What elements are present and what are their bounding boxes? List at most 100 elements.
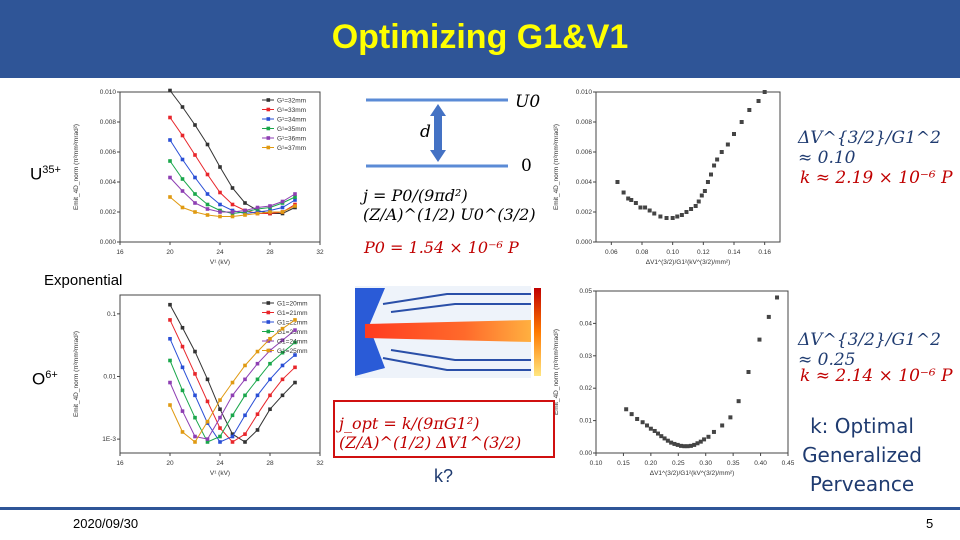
data-point: [193, 440, 197, 444]
y-tick-label: 0.01: [579, 418, 592, 425]
plot-frame: [595, 91, 781, 243]
scatter-point: [695, 441, 700, 446]
data-point: [293, 380, 297, 385]
gap-arrow-icon: [430, 104, 446, 162]
data-point: [243, 213, 247, 217]
y-tick-label: 0.010: [100, 89, 117, 96]
data-point: [218, 214, 222, 219]
data-point: [205, 207, 210, 211]
legend-label: G1=22mm: [277, 319, 308, 326]
data-point: [168, 403, 172, 407]
data-point: [268, 393, 272, 398]
data-point: [255, 393, 260, 398]
data-point: [280, 393, 285, 398]
k-u: k ≈ 2.19 × 10⁻⁶ P: [800, 168, 953, 188]
data-point: [243, 208, 247, 213]
scatter-point: [672, 441, 677, 446]
data-point: [180, 365, 185, 370]
scatter-point: [664, 216, 669, 220]
data-point: [218, 434, 222, 439]
scatter-point: [762, 90, 767, 94]
data-point: [168, 88, 172, 93]
scatter-point: [658, 214, 663, 219]
scatter-point: [652, 428, 657, 433]
y-tick-label: 0.03: [579, 353, 592, 360]
y-tick-label: 0.04: [579, 320, 592, 327]
ion-u-base: U: [30, 164, 43, 184]
y-tick-label: 0.000: [100, 239, 117, 246]
legend-marker: [266, 329, 271, 334]
legend-label: G¹=33mm: [277, 107, 306, 114]
data-point: [193, 201, 197, 205]
scatter-point: [746, 370, 751, 374]
data-point: [230, 186, 235, 190]
scatter-point: [648, 426, 653, 431]
data-point: [218, 440, 222, 444]
data-point: [193, 349, 197, 354]
data-point: [218, 165, 222, 169]
chart-u-emittance-vs-ratio: 0.06 0.08 0.10 0.12 0.14 0.16 0.000 0.002 0.004 0…: [548, 82, 790, 274]
data-point: [293, 340, 297, 345]
data-point: [193, 415, 197, 420]
scatter-point: [659, 434, 664, 439]
scatter-point: [696, 199, 701, 204]
scatter-point: [715, 157, 720, 162]
scatter-point: [775, 295, 780, 300]
data-point: [180, 189, 185, 193]
scatter-point: [702, 437, 707, 442]
x-tick-label: 0.15: [617, 460, 630, 467]
data-point: [243, 201, 247, 205]
x-axis-label: V¹ (kV): [210, 470, 230, 477]
data-point: [293, 318, 297, 322]
data-point: [255, 211, 260, 216]
x-tick-label: 0.45: [782, 460, 795, 467]
scatter-point: [698, 439, 703, 444]
data-point: [193, 372, 197, 376]
legend-marker: [266, 117, 271, 121]
chart-o-emittance-vs-ratio: 0.10 0.15 0.20 0.25 0.30 0.35 0.40 0.45 0.00 0.01…: [548, 285, 798, 485]
data-point: [293, 204, 297, 208]
scatter-point: [692, 442, 697, 447]
k-question: k?: [434, 466, 454, 486]
y-tick-label: 0.010: [576, 89, 593, 96]
y-tick-label: 0.05: [579, 288, 592, 295]
scatter-point: [643, 205, 648, 210]
data-point: [193, 153, 197, 157]
y-tick-label: 0.008: [100, 119, 117, 126]
x-tick-label: 0.20: [645, 460, 658, 467]
x-tick-label: 28: [266, 249, 274, 256]
data-point: [205, 437, 210, 441]
x-tick-label: 0.35: [727, 460, 740, 467]
data-point: [168, 336, 172, 341]
legend-marker: [266, 310, 271, 315]
scatter-point: [702, 189, 707, 193]
x-axis-label: ΔV1^(3/2)/G1²(kV^(3/2)/mm²): [650, 470, 734, 477]
legend-label: G1=20mm: [277, 300, 308, 307]
legend-label: G¹=36mm: [277, 135, 306, 142]
scatter-point: [669, 440, 674, 445]
data-point: [180, 325, 185, 330]
scatter-point: [633, 201, 638, 205]
scatter-point: [736, 399, 741, 404]
chart-o-emittance-vs-v1: 16 20 24 28 32 1E-3 0.01 0.1 V¹ (kV) Emit_4D_norm…: [68, 285, 330, 485]
data-point: [255, 361, 260, 366]
scatter-point: [720, 423, 725, 428]
data-point: [168, 138, 172, 142]
data-point: [205, 440, 210, 444]
scatter-point: [624, 407, 629, 412]
data-point: [205, 202, 210, 207]
k-o: k ≈ 2.14 × 10⁻⁶ P: [800, 366, 953, 386]
scatter-point: [645, 423, 650, 428]
data-point: [230, 210, 235, 214]
data-point: [205, 213, 210, 217]
scatter-point: [652, 211, 657, 216]
scatter-point: [647, 208, 652, 213]
y-tick-label: 0.02: [579, 385, 592, 392]
legend-marker: [266, 126, 271, 131]
data-point: [280, 210, 285, 214]
scatter-point: [640, 420, 645, 425]
plate-voltage-label: U0: [515, 92, 541, 112]
data-point: [218, 398, 222, 402]
data-point: [218, 202, 222, 207]
scatter-point: [706, 434, 711, 439]
